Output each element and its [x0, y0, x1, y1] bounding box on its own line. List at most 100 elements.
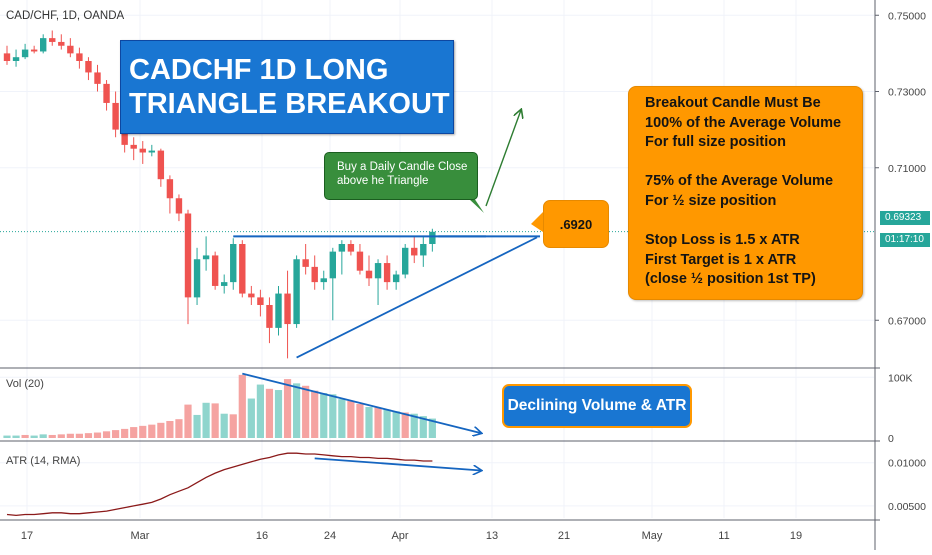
buy-line-2: above he Triangle	[337, 175, 429, 187]
volume-bar	[247, 398, 255, 438]
candle-body	[112, 102, 119, 130]
volume-bar	[93, 432, 102, 438]
volume-bar	[21, 434, 29, 438]
volume-tick-label: 0	[888, 433, 894, 445]
title-line-1: CADCHF 1D LONG	[129, 54, 389, 86]
candle-body	[284, 293, 291, 325]
candle-body	[166, 179, 174, 199]
candle-body	[103, 83, 110, 103]
candle-body	[193, 259, 201, 298]
candle-body	[58, 41, 65, 46]
time-tick-label: 21	[558, 530, 570, 542]
breakout-level-label[interactable]: .6920	[543, 200, 609, 248]
atr-pane-label: ATR (14, RMA)	[6, 455, 81, 467]
time-tick-label: 19	[790, 530, 802, 542]
volume-bar	[39, 434, 47, 438]
candle-body	[221, 282, 228, 286]
candle-body	[383, 263, 391, 283]
note-line: 100% of the Average Volume	[645, 114, 842, 131]
time-tick-label: 17	[21, 530, 33, 542]
candle-body	[347, 244, 355, 252]
price-tick-label: 0.71000	[888, 163, 926, 175]
volume-bar	[66, 433, 74, 438]
volume-note[interactable]: Declining Volume & ATR	[502, 384, 692, 428]
candle-body	[266, 305, 273, 328]
volume-bar	[293, 383, 301, 438]
time-tick-label: 24	[324, 530, 336, 542]
volume-bar	[356, 404, 364, 438]
symbol-label: CAD/CHF, 1D, OANDA	[6, 10, 125, 22]
volume-bar	[265, 388, 274, 438]
volume-bar	[338, 399, 346, 438]
volume-bar	[157, 422, 165, 438]
level-label-pointer	[531, 212, 543, 232]
note-line: Stop Loss is 1.5 x ATR	[645, 232, 800, 249]
time-tick-label: 11	[718, 530, 729, 542]
atr-series-line	[6, 452, 433, 517]
atr-tick-label: 0.01000	[888, 458, 926, 470]
candle-body	[175, 198, 183, 214]
volume-bar	[256, 384, 264, 438]
time-tick-label: 16	[256, 530, 268, 542]
candle-body	[130, 144, 137, 149]
atr-tick-label: 0.00500	[888, 501, 926, 513]
volume-bar	[419, 416, 427, 438]
note-line	[645, 153, 862, 173]
candle-body	[148, 150, 155, 153]
time-tick-label: Mar	[131, 530, 150, 542]
note-line: 75% of the Average Volume	[645, 173, 834, 190]
candle-body	[320, 278, 327, 283]
time-tick-label: 13	[486, 530, 498, 542]
candle-body	[184, 213, 192, 298]
note-line: First Target is 1 x ATR	[645, 251, 797, 268]
rules-note[interactable]: Breakout Candle Must Be 100% of the Aver…	[628, 86, 863, 300]
buy-callout-pointer	[468, 198, 484, 213]
target-arrow	[485, 110, 521, 207]
volume-bar	[48, 434, 56, 438]
note-line: Breakout Candle Must Be	[645, 95, 821, 111]
volume-bar	[130, 427, 138, 438]
candle-body	[392, 274, 400, 283]
volume-trend-arrow	[242, 372, 481, 434]
candle-body	[21, 49, 29, 58]
volume-bar	[121, 428, 129, 438]
candle-body	[12, 57, 20, 61]
candle-body	[85, 61, 92, 73]
title-line-2: TRIANGLE BREAKOUT	[129, 88, 450, 120]
volume-bar	[220, 413, 228, 438]
candle-body	[365, 270, 373, 279]
candle-body	[49, 38, 56, 42]
volume-pane-label: Vol (20)	[6, 378, 44, 390]
volume-bar	[102, 431, 111, 438]
volume-bar	[12, 435, 20, 438]
candle-body	[211, 255, 219, 286]
volume-bar	[148, 424, 156, 438]
time-tick-label: Apr	[391, 530, 408, 542]
price-tick-label: 0.73000	[888, 87, 926, 99]
candle-body	[402, 247, 409, 275]
candle-body	[338, 244, 346, 252]
candle-body	[311, 266, 318, 283]
candle-body	[239, 244, 246, 294]
title-annotation[interactable]: CADCHF 1D LONG TRIANGLE BREAKOUT	[120, 40, 454, 134]
candle-body	[356, 251, 364, 271]
volume-tick-label: 100K	[888, 372, 913, 384]
volume-bar	[238, 374, 246, 438]
candle-body	[293, 259, 300, 325]
candle-body	[374, 263, 382, 279]
candle-body	[30, 49, 38, 52]
buy-condition-callout[interactable]: Buy a Daily Candle Close above he Triang…	[324, 152, 478, 200]
volume-bar	[3, 435, 11, 438]
last-price-tag: 0.69323	[880, 211, 930, 225]
candle-body	[139, 148, 146, 153]
candle-body	[40, 38, 47, 52]
volume-bar	[401, 412, 409, 438]
candle-body	[275, 293, 282, 328]
volume-bar	[392, 411, 400, 438]
volume-bar	[84, 433, 93, 438]
candle-body	[67, 45, 74, 54]
volume-bar	[211, 403, 219, 438]
note-line: For full size position	[645, 134, 786, 151]
volume-bar	[193, 414, 201, 438]
candle-body	[302, 259, 309, 267]
